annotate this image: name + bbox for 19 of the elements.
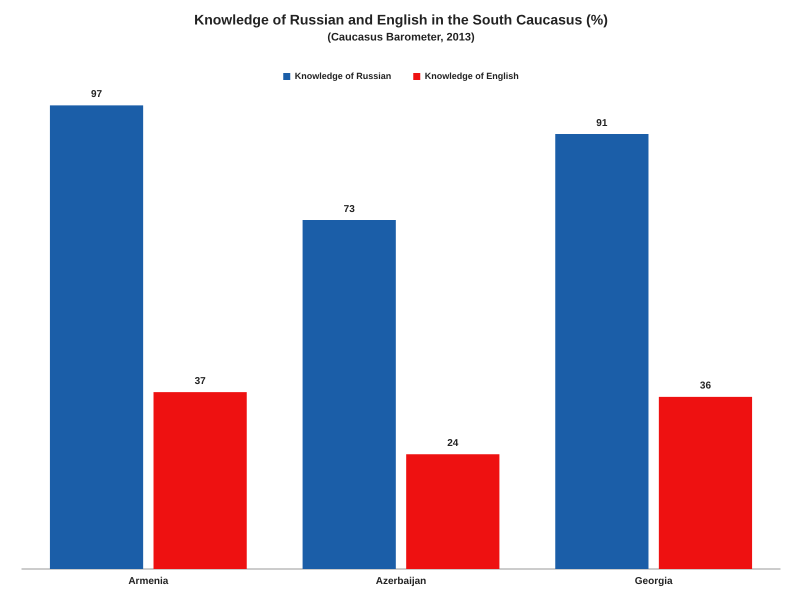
- data-label: 24: [447, 438, 459, 450]
- data-label: 91: [596, 118, 608, 129]
- x-tick-label: Armenia: [128, 576, 169, 587]
- bar: [50, 105, 144, 569]
- bar: [302, 220, 396, 569]
- bar: [555, 134, 648, 569]
- legend-label: Knowledge of English: [424, 70, 519, 81]
- data-label: 37: [194, 376, 206, 387]
- x-tick-label: Georgia: [634, 576, 673, 587]
- chart-subtitle: (Caucasus Barometer, 2013): [327, 31, 476, 44]
- chart-title: Knowledge of Russian and English in the South Caucasus (%): [194, 11, 608, 28]
- legend-label: Knowledge of Russian: [294, 70, 392, 81]
- bar: [658, 396, 752, 569]
- x-tick-label: Azerbaijan: [376, 576, 426, 587]
- bar: [154, 392, 247, 569]
- data-label: 73: [344, 204, 356, 215]
- data-label: 36: [700, 380, 712, 392]
- bar: [406, 454, 500, 569]
- data-label: 97: [90, 89, 103, 100]
